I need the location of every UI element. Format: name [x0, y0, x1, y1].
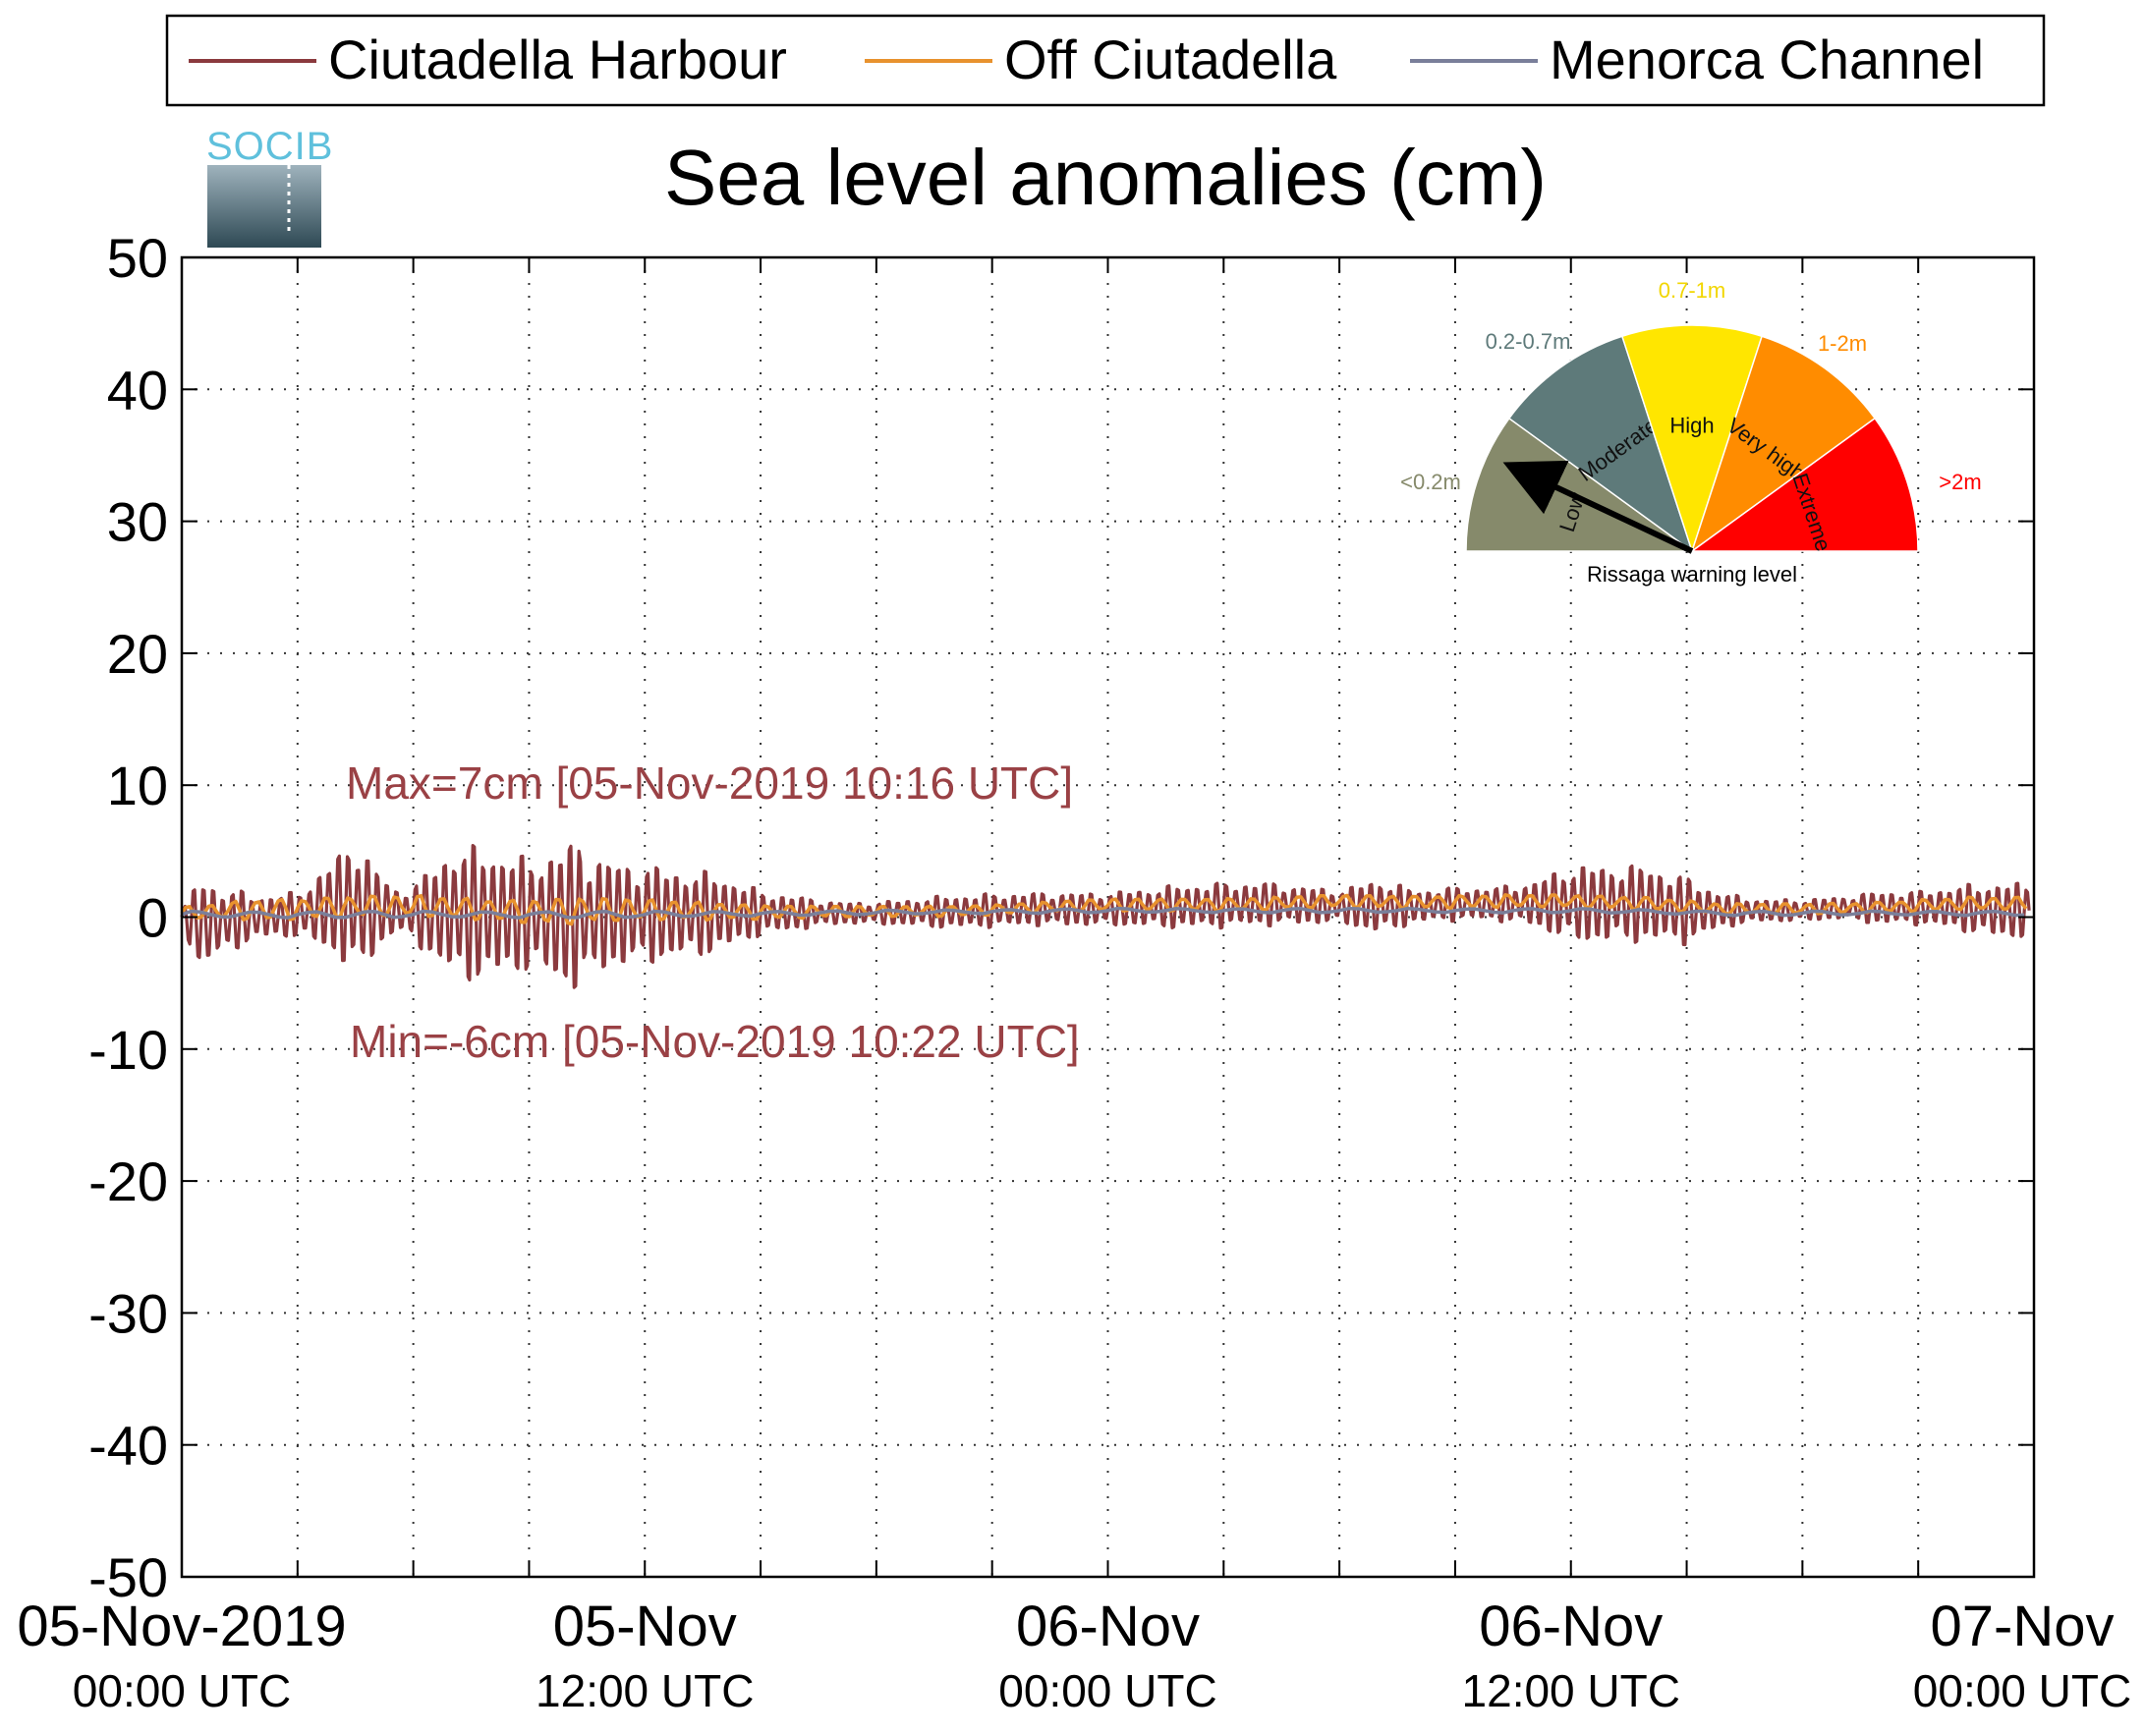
y-tick-label: 0 — [138, 887, 168, 949]
x-tick-label-date: 07-Nov — [1931, 1595, 2115, 1658]
x-tick-label-time: 00:00 UTC — [73, 1665, 291, 1716]
y-tick-label: -20 — [88, 1150, 168, 1212]
chart-title: Sea level anomalies (cm) — [664, 134, 1547, 221]
x-tick-label-date: 05-Nov — [553, 1595, 737, 1658]
axis-ticks — [182, 256, 2034, 1578]
y-tick-label: -40 — [88, 1415, 168, 1477]
x-tick-label-time: 00:00 UTC — [1913, 1665, 2131, 1716]
socib-logo: SOCIB — [206, 125, 333, 248]
legend-label-off-ciutadella: Off Ciutadella — [1004, 28, 1337, 90]
gauge-segment-moderate — [1507, 335, 1694, 553]
x-tick-label-time: 12:00 UTC — [536, 1665, 754, 1716]
gauge-segment-high — [1620, 324, 1764, 554]
gauge-range-extreme: >2m — [1939, 470, 1981, 494]
max-annotation: Max=7cm [05-Nov-2019 10:16 UTC] — [346, 757, 1073, 809]
y-tick-label: -30 — [88, 1282, 168, 1344]
min-annotation: Min=-6cm [05-Nov-2019 10:22 UTC] — [350, 1016, 1080, 1067]
legend-label-ciutadella-harbour: Ciutadella Harbour — [328, 28, 787, 90]
x-tick-labels: 05-Nov-2019 00:00 UTC 05-Nov 12:00 UTC 06-No… — [17, 1595, 2131, 1716]
series-line-menorca-channel — [181, 906, 2025, 920]
y-tick-label: 40 — [107, 359, 168, 420]
y-tick-labels: 50 40 30 20 10 0 -10 -20 -30 -40 -50 — [88, 227, 168, 1608]
y-tick-label: 10 — [107, 755, 168, 816]
series-line-ciutadella-harbour — [180, 844, 2031, 989]
gauge-label-high: High — [1669, 413, 1714, 437]
legend-label-menorca-channel: Menorca Channel — [1550, 28, 1984, 90]
logo-water-block — [207, 165, 321, 248]
legend: Ciutadella Harbour Off Ciutadella Menorc… — [165, 14, 2046, 107]
gauge-caption: Rissaga warning level — [1587, 562, 1797, 587]
x-tick-label-date: 06-Nov — [1016, 1595, 1200, 1658]
series-line-off-ciutadella — [180, 893, 2028, 926]
y-tick-label: 20 — [107, 623, 168, 685]
x-tick-label-time: 12:00 UTC — [1462, 1665, 1680, 1716]
gauge-segment-extreme — [1689, 417, 1919, 552]
y-tick-label: 50 — [107, 227, 168, 289]
grid — [182, 257, 2034, 1577]
logo-text: SOCIB — [206, 125, 333, 168]
gauge-range-moderate: 0.2-0.7m — [1486, 329, 1571, 354]
y-tick-label: -50 — [88, 1546, 168, 1608]
gauge-range-very-high: 1-2m — [1818, 331, 1867, 356]
gauge-range-low: <0.2m — [1400, 470, 1461, 494]
x-tick-label-date: 05-Nov-2019 — [17, 1595, 346, 1658]
y-tick-label: 30 — [107, 491, 168, 553]
gauge-needle — [1502, 460, 1694, 554]
x-tick-label-time: 00:00 UTC — [998, 1665, 1216, 1716]
series-group — [180, 844, 2031, 989]
gauge-segment-very-high — [1690, 335, 1877, 553]
legend-box — [165, 14, 2046, 107]
y-tick-label: -10 — [88, 1019, 168, 1081]
gauge-segment-low — [1465, 417, 1695, 552]
gauge-range-high: 0.7-1m — [1659, 278, 1725, 303]
x-tick-label-date: 06-Nov — [1479, 1595, 1663, 1658]
